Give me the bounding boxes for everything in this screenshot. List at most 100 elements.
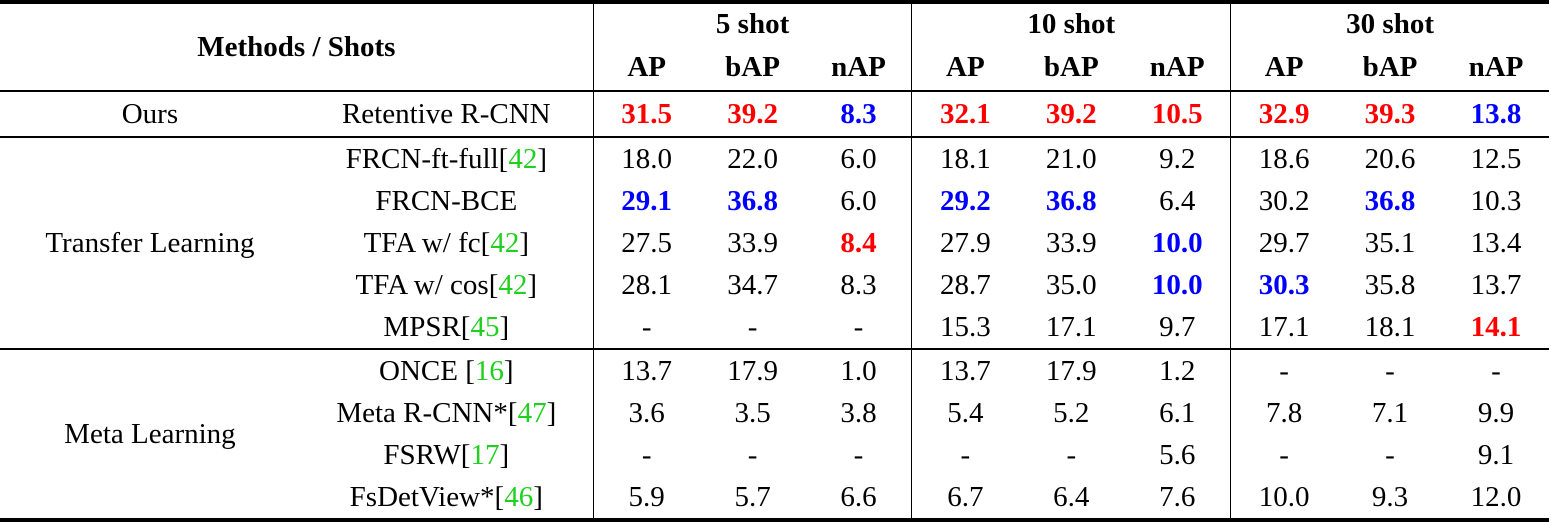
value-cell: 29.1	[592, 180, 700, 222]
method-name: Retentive R-CNN	[299, 91, 594, 138]
value-cell: 33.9	[727, 226, 778, 259]
bracket: ]	[546, 396, 557, 429]
value-cell: 3.6	[592, 392, 700, 434]
value-cell: -	[592, 306, 700, 350]
bracket: [	[465, 354, 475, 387]
method-name: FsDetView*[46]	[299, 476, 594, 522]
shot-group-5: 5 shot	[592, 0, 912, 44]
value-cell: 36.8	[1045, 184, 1097, 217]
methods-shots-header: Methods / Shots	[0, 0, 594, 92]
value-cell: 13.4	[1470, 226, 1522, 259]
value-cell: 32.1	[911, 91, 1019, 138]
value-cell: -	[1491, 354, 1501, 387]
shot-group-30: 30 shot	[1230, 0, 1549, 44]
value-cell: 13.8	[1442, 91, 1549, 138]
metric-ap: AP	[592, 44, 700, 91]
value-cell: 30.3	[1230, 264, 1338, 306]
results-body: Ours Retentive R-CNN 31.5 39.2 8.3 32.1 39.2 10…	[0, 91, 1549, 522]
value-cell: 6.6	[805, 476, 912, 522]
bracket: ]	[519, 226, 529, 259]
value-cell: 33.9	[1045, 226, 1097, 259]
value-cell: 6.1	[1159, 396, 1196, 429]
citation-link[interactable]: 47	[517, 396, 547, 429]
bracket: ]	[527, 268, 538, 301]
value-cell: 31.5	[592, 91, 700, 138]
category-label: Meta Learning	[0, 349, 300, 522]
method-name: MPSR[45]	[299, 306, 594, 350]
value-cell: 13.7	[1470, 268, 1522, 301]
value-cell: 17.1	[1230, 306, 1338, 350]
metric-ap: AP	[1230, 44, 1338, 91]
table-row: Ours Retentive R-CNN 31.5 39.2 8.3 32.1 39.2 10…	[0, 91, 1549, 138]
value-cell: 36.8	[727, 184, 778, 217]
value-cell: 8.3	[805, 91, 912, 138]
method-name: TFA w/ fc[42]	[300, 222, 593, 264]
bracket: ]	[537, 142, 547, 175]
bracket: ]	[499, 438, 510, 471]
value-cell: 28.1	[592, 264, 700, 306]
method-name: FRCN-ft-full[42]	[300, 137, 593, 180]
value-cell: 39.2	[1018, 91, 1125, 138]
value-cell: 35.1	[1364, 226, 1416, 259]
value-cell: 7.6	[1124, 476, 1231, 522]
value-cell: 18.1	[911, 137, 1019, 180]
value-cell: 34.7	[727, 268, 778, 301]
method-label: ONCE	[379, 354, 466, 387]
bracket: [	[460, 310, 471, 343]
value-cell: 17.9	[727, 354, 778, 387]
method-label: TFA w/ cos	[355, 268, 489, 301]
bracket: ]	[503, 354, 514, 387]
value-cell: 10.0	[1230, 476, 1338, 522]
method-label: Meta R-CNN*	[336, 396, 508, 429]
bracket: [	[480, 226, 491, 259]
method-label: Retentive R-CNN	[341, 97, 551, 130]
value-cell: 6.0	[840, 184, 877, 217]
method-label: FRCN-ft-full	[345, 142, 499, 175]
citation-link[interactable]: 42	[498, 268, 528, 301]
value-cell: 7.8	[1230, 392, 1338, 434]
value-cell: 36.8	[1364, 184, 1416, 217]
metric-nap: nAP	[1149, 50, 1205, 83]
value-cell: -	[911, 434, 1019, 476]
value-cell: -	[1230, 349, 1338, 392]
citation-link[interactable]: 42	[508, 142, 538, 175]
value-cell: 35.8	[1364, 268, 1416, 301]
value-cell: 10.0	[1151, 268, 1203, 301]
citation-link[interactable]: 45	[470, 310, 500, 343]
value-cell: 5.6	[1159, 438, 1196, 471]
citation-link[interactable]: 46	[504, 480, 534, 513]
method-name: FRCN-BCE	[300, 180, 593, 222]
value-cell: 13.7	[911, 349, 1019, 392]
value-cell: 10.0	[1151, 226, 1203, 259]
value-cell: 21.0	[1045, 142, 1097, 175]
value-cell: 6.0	[840, 142, 877, 175]
value-cell: 27.9	[911, 222, 1019, 264]
table-row: Meta Learning ONCE [16] 13.7 17.9 1.0 13.7 17.…	[0, 349, 1549, 522]
header-row-metrics: AP bAP nAP AP bAP nAP AP bAP nAP	[0, 44, 1549, 91]
value-cell: 5.2	[1053, 396, 1090, 429]
metric-nap: nAP	[831, 50, 886, 83]
value-cell: -	[1385, 354, 1395, 387]
value-cell: 22.0	[727, 142, 778, 175]
value-cell: 5.4	[911, 392, 1019, 434]
metric-ap: AP	[911, 44, 1019, 91]
value-cell: -	[1385, 438, 1395, 471]
value-cell: 28.7	[911, 264, 1019, 306]
value-cell: 7.1	[1371, 396, 1409, 429]
citation-link[interactable]: 42	[490, 226, 520, 259]
value-cell: 30.2	[1230, 180, 1338, 222]
value-cell: 1.0	[840, 354, 877, 387]
value-cell: -	[592, 434, 700, 476]
citation-link[interactable]: 17	[470, 438, 500, 471]
category-label: Ours	[0, 91, 300, 138]
value-cell: 12.0	[1442, 476, 1549, 522]
table-row: TFA w/ cos[42] 28.1 34.7 8.3 28.7 35.0 10.0 30.…	[0, 264, 1549, 306]
value-cell: 18.0	[592, 137, 700, 180]
value-cell: 17.1	[1018, 306, 1125, 350]
value-cell: 9.1	[1477, 438, 1515, 471]
citation-link[interactable]: 16	[474, 354, 504, 387]
table-row: FRCN-BCE 29.1 36.8 6.0 29.2 36.8 6.4 30.2 36.8 10…	[0, 180, 1549, 222]
value-cell: -	[853, 438, 864, 471]
metric-bap: bAP	[725, 50, 780, 83]
